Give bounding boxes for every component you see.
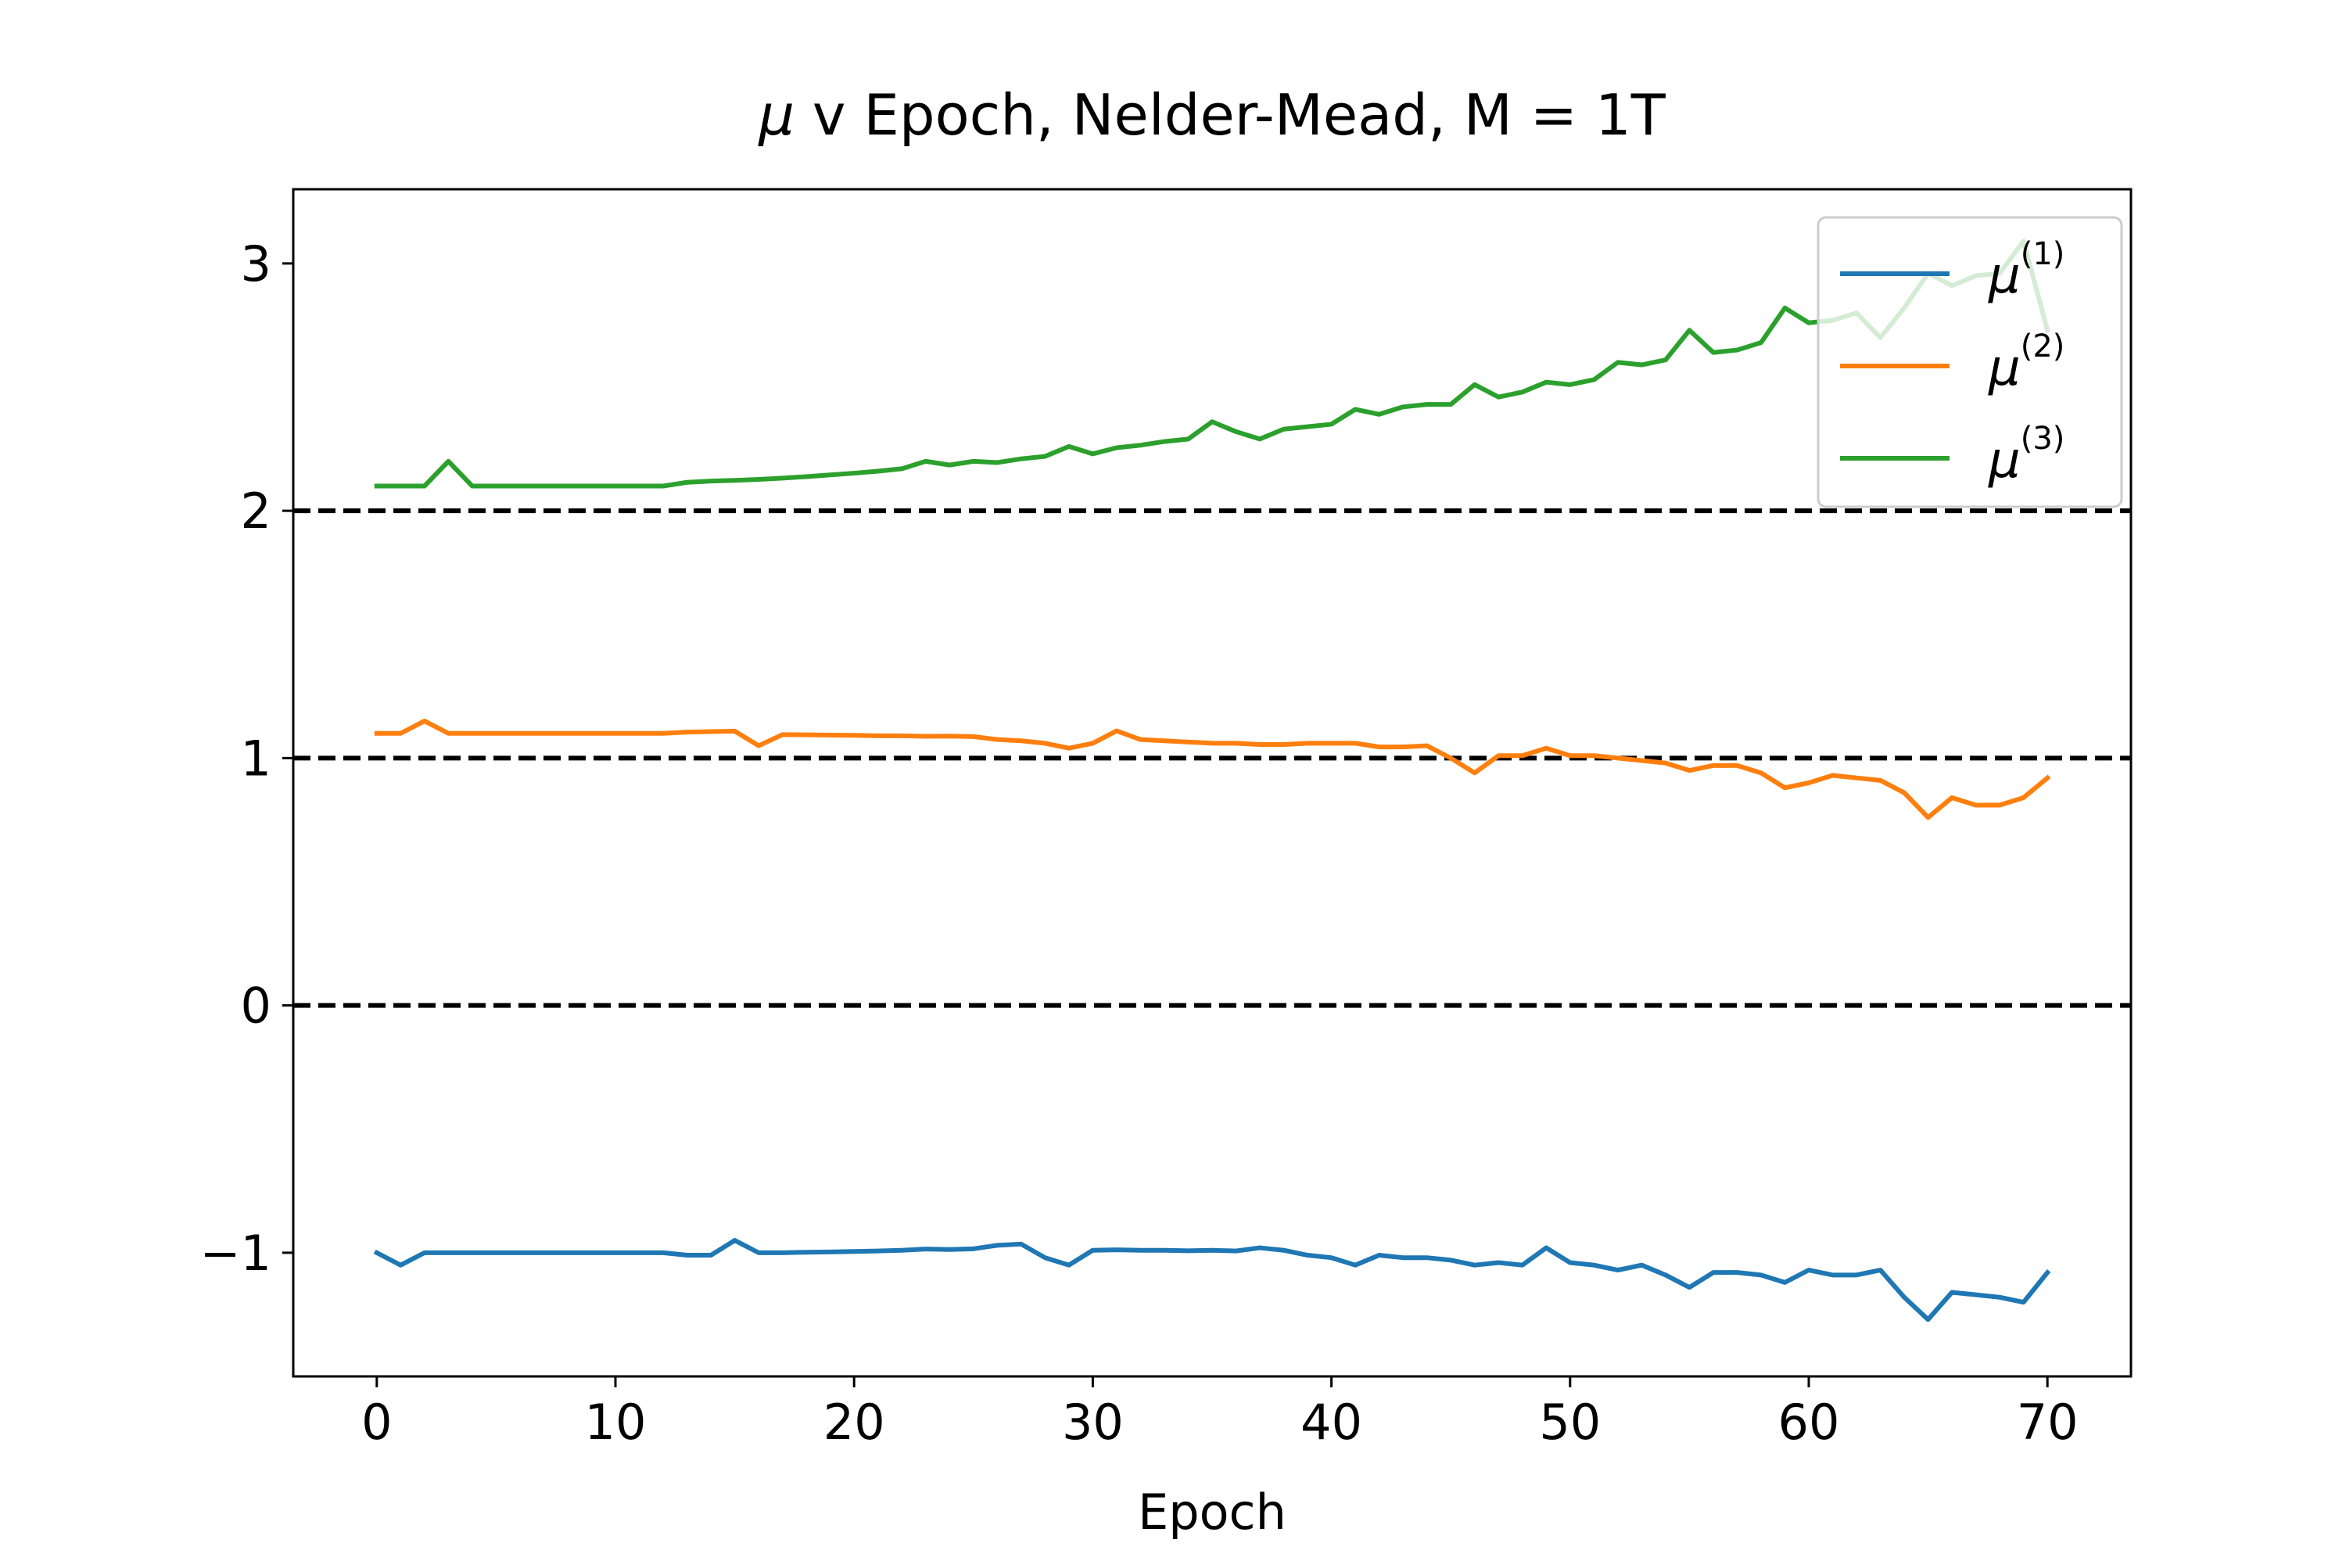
x-tick-label: 50 [1539,1394,1601,1451]
legend-symbol: μ [1988,247,2021,305]
x-axis-ticks: 0 10 20 30 40 50 60 70 [361,1376,2079,1451]
reference-lines [293,508,2131,1008]
legend-symbol: μ [1988,339,2021,397]
legend-label-1: μ(1) [1988,236,2064,305]
chart-title-symbol: μ [758,82,795,148]
chart-title-text: v Epoch, Nelder-Mead, M = 1T [795,82,1666,148]
legend-symbol: μ [1988,432,2021,490]
x-tick-label: 30 [1062,1394,1124,1451]
plot-area-frame [292,188,2133,1378]
x-tick-label: 20 [823,1394,885,1451]
y-tick-label: −1 [200,1225,271,1282]
y-tick-label: 0 [241,978,271,1035]
x-axis-label: Epoch [1138,1484,1286,1541]
series-line-3 [374,239,2050,489]
y-tick-label: 1 [241,730,271,787]
series-lines [373,239,2051,1322]
x-tick-label: 70 [2017,1394,2079,1451]
legend-label-2: μ(2) [1988,328,2064,397]
legend-superscript: (1) [2021,236,2065,272]
legend-label-3: μ(3) [1988,421,2064,490]
series-line-2 [374,718,2051,820]
legend-box [1817,216,2123,508]
legend-superscript: (2) [2021,328,2065,364]
legend-superscript: (3) [2021,421,2065,457]
y-axis-ticks: −1 0 1 2 3 [200,235,293,1282]
y-tick-label: 3 [241,235,271,292]
x-tick-label: 60 [1778,1394,1840,1451]
chart-title: μ v Epoch, Nelder-Mead, M = 1T [758,82,1666,148]
chart-legend: μ(1)μ(2)μ(3) [1817,216,2123,508]
axes [292,188,2133,1378]
x-tick-label: 40 [1300,1394,1362,1451]
y-tick-label: 2 [241,483,271,540]
series-line-1 [373,1238,2051,1322]
x-tick-label: 10 [585,1394,647,1451]
x-tick-label: 0 [361,1394,392,1451]
